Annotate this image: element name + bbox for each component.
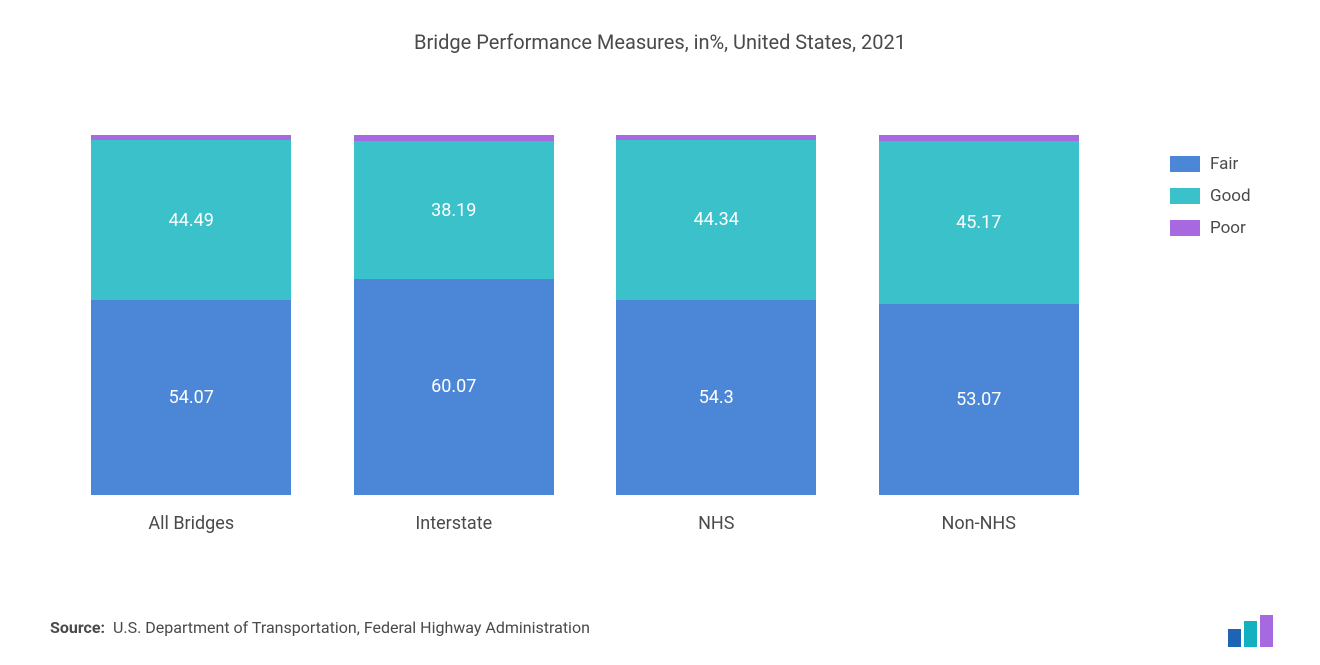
logo-bar-1 — [1228, 629, 1241, 647]
chart-container: Bridge Performance Measures, in%, United… — [0, 0, 1320, 665]
legend-label: Poor — [1210, 218, 1246, 238]
logo-bar-2 — [1244, 621, 1257, 647]
bar-group: 54.344.34 NHS — [616, 135, 816, 534]
category-label: Non-NHS — [942, 513, 1016, 534]
segment-fair: 54.3 — [616, 300, 816, 495]
source-text-value: U.S. Department of Transportation, Feder… — [113, 618, 590, 637]
category-label: NHS — [698, 513, 734, 534]
bar-group: 60.0738.19 Interstate — [354, 135, 554, 534]
segment-good: 44.34 — [616, 140, 816, 300]
stacked-bar: 60.0738.19 — [354, 135, 554, 495]
segment-fair: 60.07 — [354, 279, 554, 495]
brand-logo-icon — [1226, 615, 1280, 647]
category-label: Interstate — [415, 513, 492, 534]
legend-item: Good — [1170, 186, 1280, 206]
legend-item: Fair — [1170, 154, 1280, 174]
segment-fair: 53.07 — [879, 304, 1079, 495]
chart-title: Bridge Performance Measures, in%, United… — [40, 30, 1280, 54]
category-label: All Bridges — [148, 513, 234, 534]
segment-good: 44.49 — [91, 140, 291, 300]
plot-area: 54.0744.49 All Bridges 60.0738.19 Interstat… — [40, 94, 1130, 534]
segment-good: 38.19 — [354, 141, 554, 278]
stacked-bar: 54.344.34 — [616, 135, 816, 495]
source-label: Source: — [50, 618, 105, 637]
source-line: Source: U.S. Department of Transportatio… — [50, 618, 590, 637]
legend-item: Poor — [1170, 218, 1280, 238]
bar-group: 54.0744.49 All Bridges — [91, 135, 291, 534]
legend-swatch-icon — [1170, 220, 1200, 236]
legend: Fair Good Poor — [1130, 94, 1280, 250]
legend-swatch-icon — [1170, 188, 1200, 204]
stacked-bar: 54.0744.49 — [91, 135, 291, 495]
plot-row: 54.0744.49 All Bridges 60.0738.19 Interstat… — [40, 94, 1280, 534]
logo-bar-3 — [1260, 615, 1273, 647]
legend-swatch-icon — [1170, 156, 1200, 172]
legend-label: Good — [1210, 186, 1251, 206]
bar-group: 53.0745.17 Non-NHS — [879, 135, 1079, 534]
segment-fair: 54.07 — [91, 300, 291, 495]
stacked-bar: 53.0745.17 — [879, 135, 1079, 495]
segment-good: 45.17 — [879, 141, 1079, 304]
legend-label: Fair — [1210, 154, 1238, 174]
